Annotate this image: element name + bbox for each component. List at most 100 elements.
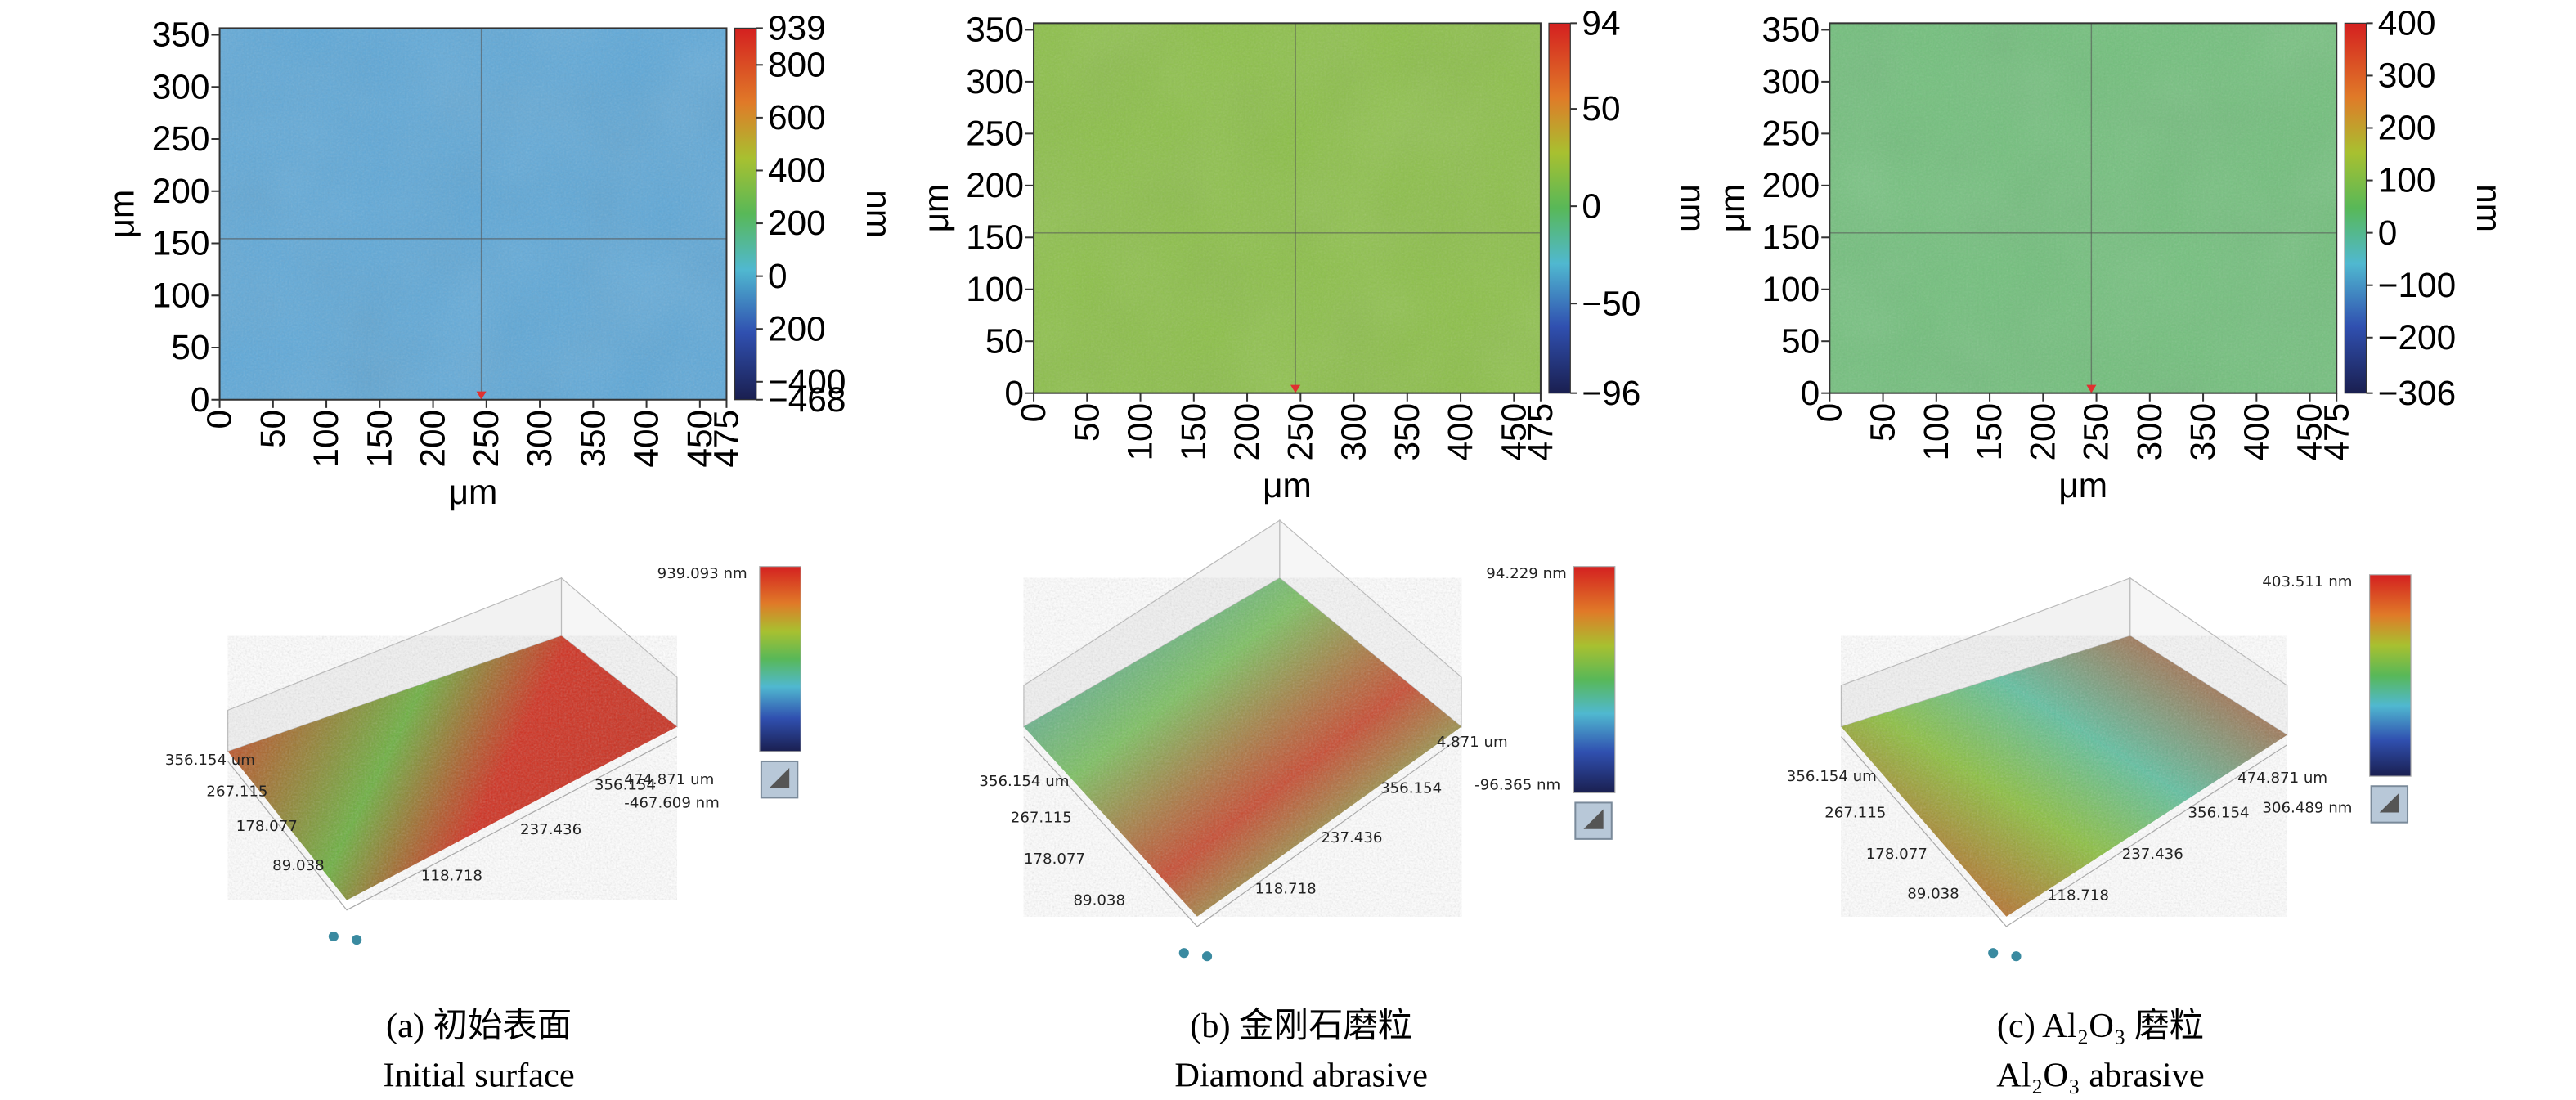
y-tick-label: 250 bbox=[1761, 114, 1820, 152]
label-3d: 356.154 um bbox=[165, 752, 255, 769]
map-frame bbox=[218, 27, 728, 401]
label-3d: 474.871 um bbox=[2237, 770, 2327, 787]
label-3d: 237.436 bbox=[520, 821, 581, 838]
colorbar-tick-label: −50 bbox=[1582, 284, 1640, 322]
x-tick-label: 150 bbox=[1970, 403, 2008, 461]
y-tick-label: 300 bbox=[152, 67, 210, 106]
colorbar-tick-label: 0 bbox=[2378, 213, 2398, 252]
colorbar-tick-label: 50 bbox=[1582, 89, 1620, 128]
y-axis-label: μm bbox=[1712, 184, 1751, 233]
x-tick-label: 475 bbox=[2317, 403, 2355, 461]
colorbar-tick-label: 0 bbox=[768, 257, 788, 295]
colorbar-tick-label: 200 bbox=[2378, 109, 2436, 147]
surface-texture bbox=[227, 635, 677, 900]
y-tick-label: 100 bbox=[152, 276, 210, 314]
x-tick-label: 50 bbox=[254, 410, 292, 448]
colorbar-tick-label: 100 bbox=[2378, 161, 2436, 200]
x-tick-label: 400 bbox=[2237, 403, 2275, 461]
label-3d: 4.871 um bbox=[1437, 734, 1508, 751]
map-frame bbox=[1033, 22, 1542, 394]
caption-en: Initial surface bbox=[383, 1057, 574, 1095]
y-tick-label: 50 bbox=[1781, 321, 1820, 360]
x-tick-label: 300 bbox=[1335, 403, 1373, 461]
base-grid bbox=[1840, 736, 2287, 927]
colorbar-tick-label: −400 bbox=[768, 362, 846, 401]
x-tick-label: 350 bbox=[1388, 403, 1426, 461]
map-patches bbox=[219, 28, 727, 400]
caption-en: Al₂O₃ abrasive bbox=[1996, 1057, 2204, 1095]
y-axis-label: μm bbox=[103, 190, 141, 239]
label-3d: 89.038 bbox=[1907, 886, 1959, 903]
caption-cn: (b) 金刚石磨粒 bbox=[1190, 1007, 1412, 1045]
colorbar bbox=[734, 27, 757, 401]
colorbar-tick-label: 600 bbox=[768, 98, 826, 137]
label-3d: 89.038 bbox=[1073, 892, 1125, 909]
y-tick-label: 350 bbox=[152, 16, 210, 54]
label-3d: 178.077 bbox=[236, 818, 298, 835]
y-tick-label: 50 bbox=[171, 328, 209, 366]
colorbar-tick-label: −96 bbox=[1582, 374, 1640, 412]
base-grid bbox=[227, 736, 678, 911]
marker bbox=[476, 391, 487, 400]
label-3d: 118.718 bbox=[2048, 887, 2109, 905]
label-3d: 118.718 bbox=[1255, 881, 1317, 898]
label-3d: -467.609 nm bbox=[624, 794, 720, 811]
x-tick-label: 200 bbox=[414, 410, 452, 468]
colorbar-tick-label: 0 bbox=[1582, 186, 1601, 225]
colorbar-tick-label: −200 bbox=[2378, 318, 2456, 357]
x-tick-label: 400 bbox=[1441, 403, 1479, 461]
colorbar-tick-label: 94 bbox=[1582, 4, 1620, 43]
colorbar-label: nm bbox=[859, 190, 898, 238]
x-tick-label: 450 bbox=[1494, 403, 1533, 461]
x-tick-label: 250 bbox=[2077, 403, 2116, 461]
label-3d: 178.077 bbox=[1024, 851, 1085, 868]
y-tick-label: 150 bbox=[1761, 218, 1820, 256]
y-tick-label: 250 bbox=[152, 119, 210, 158]
colorbar bbox=[1548, 22, 1571, 394]
label-3d: 474.871 um bbox=[624, 771, 714, 788]
y-tick-label: 150 bbox=[152, 224, 210, 263]
colorbar-tick-label: 400 bbox=[2378, 4, 2436, 43]
map-patches bbox=[1829, 23, 2337, 393]
label-3d: 237.436 bbox=[2122, 846, 2183, 863]
label-3d: 237.436 bbox=[1321, 829, 1382, 846]
y-tick-label: 50 bbox=[985, 321, 1024, 360]
orient-icon bbox=[1988, 948, 1999, 959]
colorbar-3d bbox=[1573, 566, 1616, 793]
label-3d: 267.115 bbox=[1824, 805, 1886, 822]
y-tick-label: 200 bbox=[966, 166, 1024, 204]
orient-icon bbox=[1178, 948, 1189, 959]
x-tick-label: 400 bbox=[627, 410, 666, 468]
x-tick-label: 475 bbox=[707, 410, 746, 468]
label-3d: 356.154 bbox=[1380, 779, 1442, 797]
label-3d: 178.077 bbox=[1866, 846, 1928, 863]
surface-texture bbox=[1841, 635, 2287, 917]
x-tick-label: 300 bbox=[520, 410, 559, 468]
map-frame bbox=[1829, 22, 2338, 394]
x-tick-label: 475 bbox=[1521, 403, 1560, 461]
colorbar-label: nm bbox=[1674, 184, 1712, 232]
x-axis-label: μm bbox=[449, 473, 498, 511]
x-tick-label: 0 bbox=[1810, 403, 1848, 423]
x-tick-label: 0 bbox=[1014, 403, 1052, 423]
y-axis-label: μm bbox=[917, 184, 955, 233]
orient-icon bbox=[2011, 951, 2022, 962]
x-tick-label: 300 bbox=[2130, 403, 2169, 461]
x-tick-label: 250 bbox=[467, 410, 505, 468]
label-3d: 939.093 nm bbox=[657, 565, 747, 582]
y-tick-label: 100 bbox=[1761, 270, 1820, 308]
y-tick-label: 350 bbox=[1761, 11, 1820, 49]
y-tick-label: 0 bbox=[1801, 374, 1820, 412]
label-3d: 356.154 um bbox=[979, 773, 1069, 790]
label-3d: 356.154 bbox=[2188, 805, 2249, 822]
colorbar-tick-label: 200 bbox=[768, 204, 826, 242]
base-grid bbox=[1023, 736, 1462, 927]
x-tick-label: 200 bbox=[2023, 403, 2062, 461]
caption-cn: (c) Al₂O₃ 磨粒 bbox=[1997, 1007, 2204, 1045]
x-tick-label: 350 bbox=[573, 410, 612, 468]
colorbar-tick-label: −306 bbox=[2378, 374, 2456, 412]
colorbar-3d bbox=[2368, 574, 2412, 777]
colorbar-tick-label: 800 bbox=[768, 45, 826, 83]
x-tick-label: 450 bbox=[680, 410, 719, 468]
colorbar bbox=[2344, 22, 2367, 394]
